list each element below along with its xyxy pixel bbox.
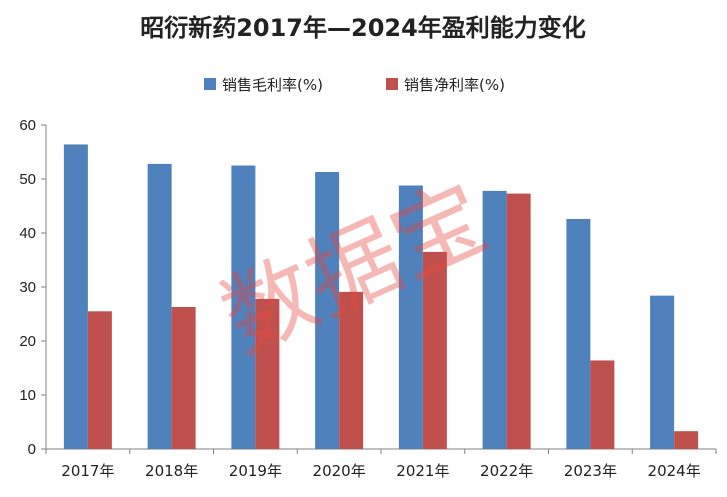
legend-swatch: [386, 78, 398, 90]
y-axis-ticks: 0 10 20 30 40 50 60: [19, 117, 46, 458]
bar-gross-margin: [63, 144, 88, 449]
bar-net-margin: [674, 431, 699, 449]
x-tick-label: 2020年: [313, 462, 366, 480]
bar-gross-margin: [231, 165, 256, 449]
y-tick-label: 40: [19, 225, 36, 242]
y-tick-label: 30: [19, 279, 36, 296]
legend: 销售毛利率(%) 销售净利率(%): [204, 76, 505, 94]
bar-net-margin: [171, 306, 196, 449]
bar-gross-margin: [147, 163, 172, 449]
bar-net-margin: [506, 193, 531, 449]
y-tick-label: 10: [19, 387, 36, 404]
bars: [63, 144, 699, 450]
x-tick-label: 2023年: [564, 462, 617, 480]
x-tick-label: 2024年: [648, 462, 701, 480]
bar-net-margin: [87, 311, 112, 449]
bar-gross-margin: [482, 190, 507, 449]
bar-gross-margin: [650, 295, 675, 449]
x-tick-label: 2017年: [61, 462, 114, 480]
y-tick-label: 60: [19, 117, 36, 134]
chart-title: 昭衍新药2017年—2024年盈利能力变化: [140, 14, 586, 42]
legend-label: 销售净利率(%): [404, 76, 505, 94]
bar-net-margin: [255, 298, 280, 449]
y-tick-label: 50: [19, 171, 36, 188]
x-tick-label: 2021年: [396, 462, 449, 480]
bar-gross-margin: [315, 171, 340, 450]
bar-net-margin: [339, 291, 364, 449]
x-tick-label: 2019年: [229, 462, 282, 480]
bar-net-margin: [422, 251, 447, 449]
legend-swatch: [204, 78, 216, 90]
y-tick-label: 20: [19, 333, 36, 350]
x-tick-label: 2018年: [145, 462, 198, 480]
bar-gross-margin: [566, 218, 591, 449]
x-axis-ticks: 2017年 2018年 2019年 2020年 2021年 2022年 2023年 2024年: [45, 449, 717, 480]
bar-net-margin: [590, 360, 615, 449]
bar-gross-margin: [398, 185, 423, 450]
legend-label: 销售毛利率(%): [222, 76, 323, 94]
y-tick-label: 0: [28, 441, 36, 458]
x-tick-label: 2022年: [480, 462, 533, 480]
